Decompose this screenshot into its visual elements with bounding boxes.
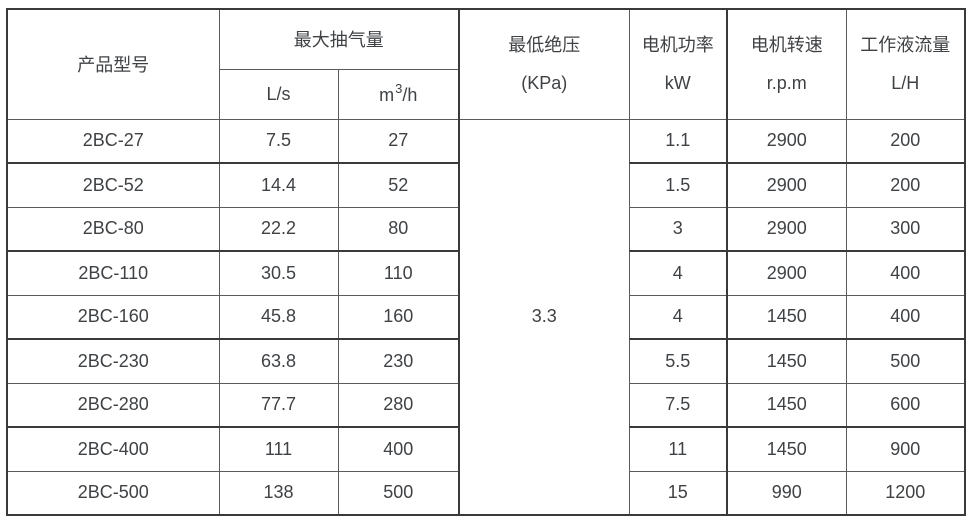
cell-capacity-ls: 30.5 [218, 250, 339, 296]
table-row: 2BC-500 138 500 15 990 1200 [6, 470, 966, 516]
col-header-power: 电机功率 kW [628, 8, 728, 120]
cell-power-kw: 1.5 [628, 162, 728, 208]
cell-model: 2BC-110 [6, 250, 220, 296]
table-row: 2BC-110 30.5 110 4 2900 400 [6, 250, 966, 296]
cell-capacity-ls: 111 [218, 426, 339, 472]
cell-speed-rpm: 2900 [726, 250, 847, 296]
cell-model: 2BC-160 [6, 294, 220, 340]
cell-flow-lh: 1200 [845, 470, 966, 516]
cell-capacity-m3h: 280 [337, 382, 460, 428]
col-header-pressure-unit: (KPa) [521, 73, 568, 94]
cell-capacity-ls: 63.8 [218, 338, 339, 384]
cell-capacity-m3h: 80 [337, 206, 460, 252]
cell-speed-rpm: 1450 [726, 382, 847, 428]
cell-flow-lh: 400 [845, 250, 966, 296]
col-header-m3h: m3/h [337, 68, 460, 120]
cell-speed-rpm: 2900 [726, 162, 847, 208]
cell-model: 2BC-280 [6, 382, 220, 428]
cell-capacity-ls: 7.5 [218, 118, 339, 164]
m3h-unit-superscript: 3 [395, 81, 403, 96]
cell-speed-rpm: 2900 [726, 206, 847, 252]
cell-model: 2BC-52 [6, 162, 220, 208]
cell-flow-lh: 900 [845, 426, 966, 472]
col-header-speed: 电机转速 r.p.m [726, 8, 847, 120]
table-row: 2BC-230 63.8 230 5.5 1450 500 [6, 338, 966, 384]
cell-capacity-ls: 77.7 [218, 382, 339, 428]
cell-flow-lh: 500 [845, 338, 966, 384]
cell-capacity-m3h: 160 [337, 294, 460, 340]
col-header-pressure-title: 最低绝压 [508, 35, 581, 56]
cell-capacity-m3h: 110 [337, 250, 460, 296]
pump-spec-table: 产品型号 最大抽气量 最低绝压 (KPa) 电机功率 kW 电机转速 r.p.m… [6, 8, 966, 516]
cell-flow-lh: 200 [845, 118, 966, 164]
cell-power-kw: 3 [628, 206, 728, 252]
cell-flow-lh: 300 [845, 206, 966, 252]
cell-capacity-ls: 45.8 [218, 294, 339, 340]
m3h-unit-suffix: /h [402, 85, 418, 105]
cell-speed-rpm: 990 [726, 470, 847, 516]
cell-model: 2BC-500 [6, 470, 220, 516]
table-row: 2BC-27 7.5 27 3.3 1.1 2900 200 [6, 118, 966, 516]
table-row: 2BC-400 111 400 11 1450 900 [6, 426, 966, 472]
cell-model: 2BC-400 [6, 426, 220, 472]
cell-model: 2BC-27 [6, 118, 220, 164]
cell-capacity-ls: 14.4 [218, 162, 339, 208]
table-row: 2BC-160 45.8 160 4 1450 400 [6, 294, 966, 340]
header-row-2: L/s m3/h [7, 68, 965, 120]
col-header-speed-title: 电机转速 [750, 35, 823, 56]
cell-flow-lh: 200 [845, 162, 966, 208]
cell-pressure-merged: 3.3 [458, 118, 630, 516]
cell-speed-rpm: 1450 [726, 338, 847, 384]
cell-capacity-m3h: 27 [337, 118, 460, 164]
header-row-1: 产品型号 最大抽气量 最低绝压 (KPa) 电机功率 kW 电机转速 r.p.m… [6, 8, 966, 120]
table-row: 2BC-80 22.2 80 3 2900 300 [6, 206, 966, 252]
col-header-flow-title: 工作液流量 [860, 35, 951, 56]
cell-power-kw: 4 [628, 294, 728, 340]
cell-capacity-m3h: 52 [337, 162, 460, 208]
cell-flow-lh: 400 [845, 294, 966, 340]
col-header-power-unit: kW [664, 73, 691, 94]
cell-capacity-ls: 138 [218, 470, 339, 516]
cell-speed-rpm: 2900 [726, 118, 847, 164]
col-header-power-title: 电机功率 [641, 35, 714, 56]
cell-model: 2BC-230 [6, 338, 220, 384]
cell-model: 2BC-80 [6, 206, 220, 252]
cell-power-kw: 5.5 [628, 338, 728, 384]
cell-power-kw: 7.5 [628, 382, 728, 428]
m3h-unit-prefix: m [379, 85, 395, 105]
cell-capacity-m3h: 500 [337, 470, 460, 516]
col-header-speed-unit: r.p.m [766, 73, 807, 94]
cell-power-kw: 4 [628, 250, 728, 296]
col-header-ls: L/s [218, 68, 339, 120]
col-header-model: 产品型号 [6, 8, 220, 120]
cell-power-kw: 11 [628, 426, 728, 472]
cell-speed-rpm: 1450 [726, 294, 847, 340]
col-header-pressure: 最低绝压 (KPa) [458, 8, 630, 120]
cell-capacity-m3h: 230 [337, 338, 460, 384]
cell-speed-rpm: 1450 [726, 426, 847, 472]
cell-capacity-ls: 22.2 [218, 206, 339, 252]
cell-power-kw: 1.1 [628, 118, 728, 164]
col-header-capacity: 最大抽气量 [218, 8, 460, 70]
pump-spec-table-container: 产品型号 最大抽气量 最低绝压 (KPa) 电机功率 kW 电机转速 r.p.m… [6, 8, 966, 516]
cell-capacity-m3h: 400 [337, 426, 460, 472]
cell-flow-lh: 600 [845, 382, 966, 428]
col-header-flow: 工作液流量 L/H [845, 8, 966, 120]
cell-power-kw: 15 [628, 470, 728, 516]
col-header-flow-unit: L/H [891, 73, 920, 94]
